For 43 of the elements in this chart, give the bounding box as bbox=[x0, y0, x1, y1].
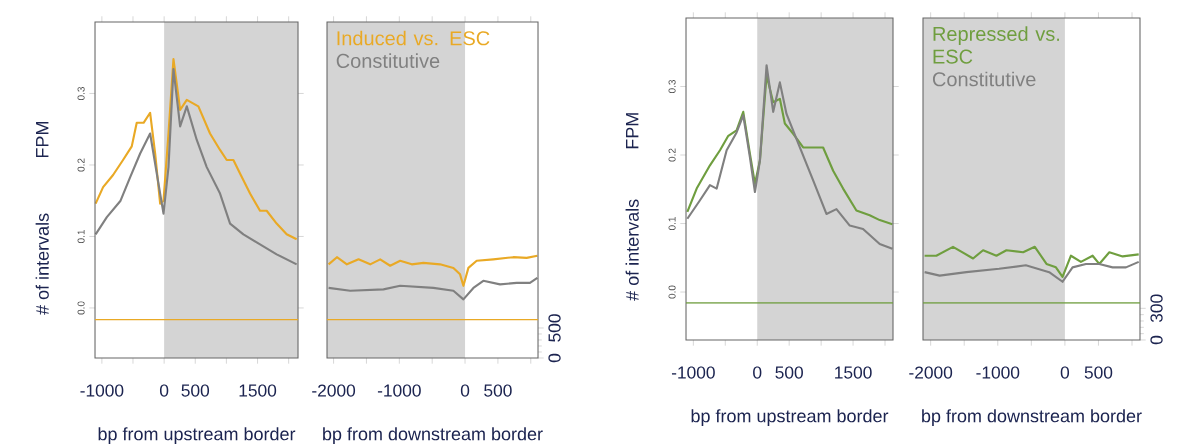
text: # of intervals bbox=[35, 213, 49, 315]
x-axis-title: bp from downstream border bbox=[922, 409, 1142, 426]
y2-tick-label: 500 bbox=[548, 314, 561, 342]
y2-tick-label: 0 bbox=[548, 353, 561, 363]
x-tick-label: 0 bbox=[460, 384, 470, 397]
x-tick-label: -2000 bbox=[909, 366, 953, 379]
x-axis-title: bp from upstream border bbox=[691, 409, 889, 426]
x-tick-label: 500 bbox=[1084, 366, 1113, 379]
y-axis-title: FPM bbox=[36, 122, 49, 158]
y-tick-label: 0.0 bbox=[77, 301, 85, 315]
x-tick-label: 1500 bbox=[835, 366, 872, 379]
x-tick-label: 0 bbox=[159, 384, 169, 397]
text: Induced vs. ESC bbox=[337, 30, 490, 46]
text: # of intervals bbox=[625, 199, 639, 301]
x-tick-label: 1500 bbox=[239, 384, 277, 397]
y-tick-label: 0.3 bbox=[77, 86, 85, 101]
y2-tick-label: 300 bbox=[1150, 294, 1163, 323]
line-series bbox=[94, 58, 298, 241]
x-tick-label: 500 bbox=[484, 384, 512, 397]
y-tick-label: 0.2 bbox=[77, 158, 85, 172]
y2-tick-label: 0 bbox=[1150, 335, 1163, 345]
x-tick-label: 0 bbox=[1060, 366, 1070, 379]
x-tick-label: -1000 bbox=[671, 366, 715, 379]
text: Repressed vs. ESC bbox=[933, 26, 1060, 64]
x-tick-label: -1000 bbox=[976, 366, 1020, 379]
y-axis-title: FPM bbox=[626, 113, 639, 149]
line-series bbox=[686, 64, 894, 250]
y-tick-label: 0.1 bbox=[77, 229, 85, 244]
y-tick-label: 0.1 bbox=[668, 217, 676, 231]
x-tick-label: -1000 bbox=[80, 384, 124, 397]
text: Constitutive bbox=[932, 71, 1036, 87]
x-tick-label: 500 bbox=[181, 384, 210, 397]
x-axis-title: bp from upstream border bbox=[98, 427, 296, 444]
y-tick-label: 0.3 bbox=[668, 79, 676, 94]
x-axis-title: bp from downstream border bbox=[323, 427, 543, 444]
x-tick-label: -2000 bbox=[312, 384, 356, 397]
x-tick-label: 0 bbox=[753, 366, 762, 379]
y-tick-label: 0.0 bbox=[668, 285, 676, 299]
x-tick-label: -1000 bbox=[377, 384, 421, 397]
text: Constitutive bbox=[336, 53, 440, 69]
x-tick-label: 500 bbox=[775, 366, 803, 379]
line-series bbox=[94, 68, 298, 266]
y-tick-label: 0.2 bbox=[668, 148, 676, 162]
